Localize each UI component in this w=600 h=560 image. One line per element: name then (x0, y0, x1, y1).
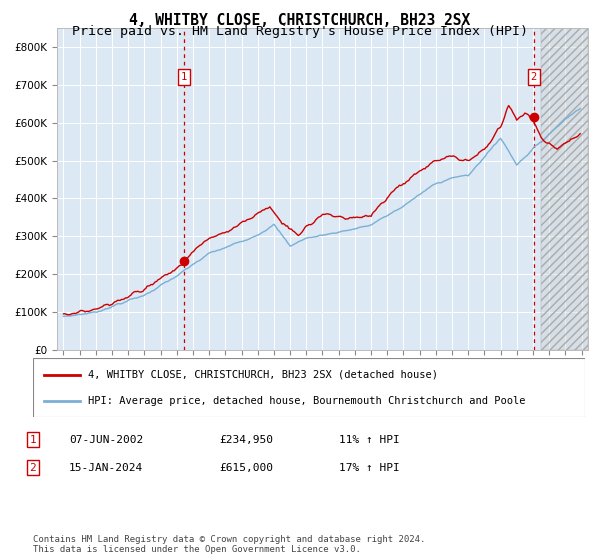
Text: HPI: Average price, detached house, Bournemouth Christchurch and Poole: HPI: Average price, detached house, Bour… (88, 396, 526, 406)
Text: £615,000: £615,000 (219, 463, 273, 473)
Text: 17% ↑ HPI: 17% ↑ HPI (339, 463, 400, 473)
Text: 4, WHITBY CLOSE, CHRISTCHURCH, BH23 2SX (detached house): 4, WHITBY CLOSE, CHRISTCHURCH, BH23 2SX … (88, 370, 438, 380)
Text: Price paid vs. HM Land Registry's House Price Index (HPI): Price paid vs. HM Land Registry's House … (72, 25, 528, 38)
Text: 1: 1 (29, 435, 37, 445)
Text: £234,950: £234,950 (219, 435, 273, 445)
Text: 1: 1 (181, 72, 187, 82)
Text: Contains HM Land Registry data © Crown copyright and database right 2024.
This d: Contains HM Land Registry data © Crown c… (33, 535, 425, 554)
Text: 15-JAN-2024: 15-JAN-2024 (69, 463, 143, 473)
Text: 07-JUN-2002: 07-JUN-2002 (69, 435, 143, 445)
Text: 4, WHITBY CLOSE, CHRISTCHURCH, BH23 2SX: 4, WHITBY CLOSE, CHRISTCHURCH, BH23 2SX (130, 13, 470, 28)
FancyBboxPatch shape (33, 358, 585, 417)
Bar (541, 28, 588, 350)
Text: 2: 2 (29, 463, 37, 473)
Text: 2: 2 (530, 72, 537, 82)
Text: 11% ↑ HPI: 11% ↑ HPI (339, 435, 400, 445)
